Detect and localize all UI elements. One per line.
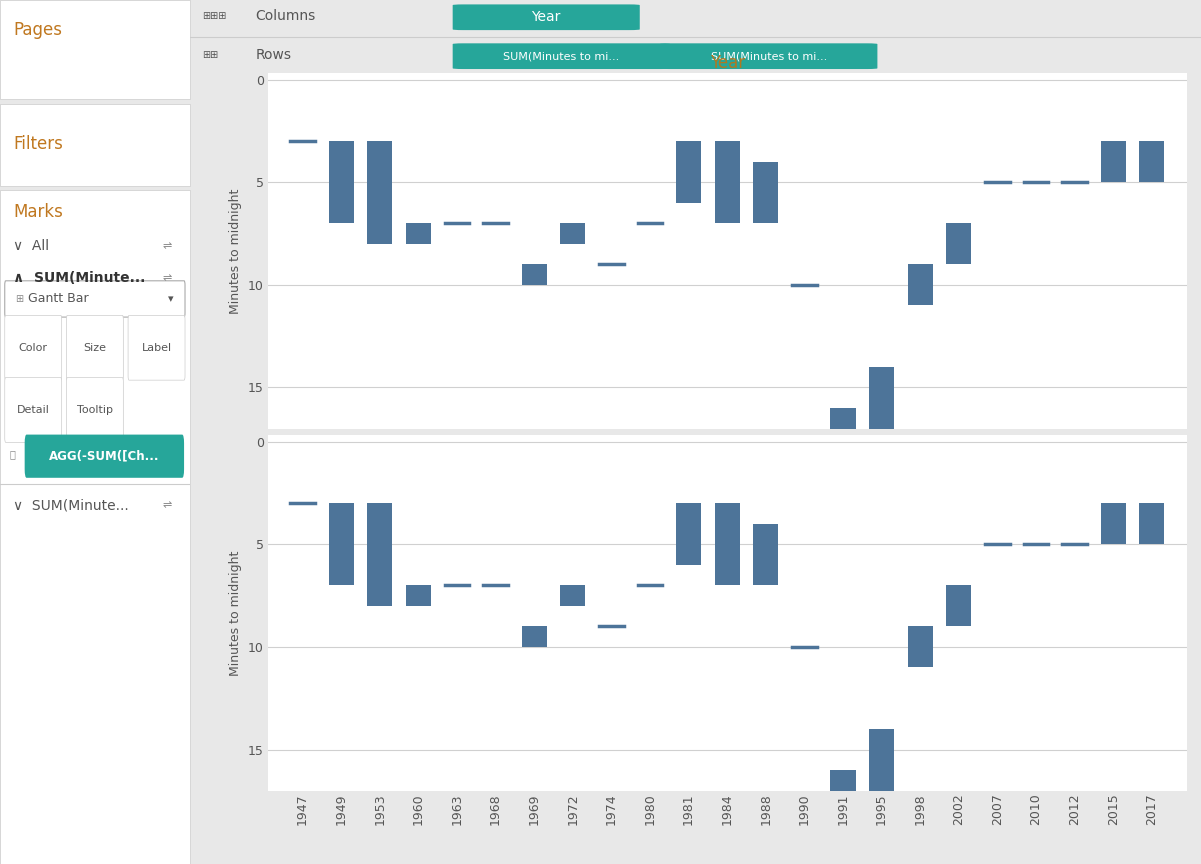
Text: ∨  All: ∨ All <box>13 239 49 253</box>
Bar <box>329 503 354 585</box>
Bar <box>521 626 546 647</box>
Text: ▾: ▾ <box>168 294 174 304</box>
Text: Color: Color <box>19 343 48 353</box>
Bar <box>329 141 354 223</box>
Bar <box>1140 141 1165 182</box>
Bar <box>368 503 393 606</box>
FancyBboxPatch shape <box>129 315 185 380</box>
Text: Rows: Rows <box>256 48 292 62</box>
FancyBboxPatch shape <box>66 378 124 442</box>
Bar <box>870 729 895 791</box>
Text: ∨  SUM(Minute...: ∨ SUM(Minute... <box>13 499 129 512</box>
Y-axis label: Minutes to midnight: Minutes to midnight <box>229 188 243 314</box>
Bar <box>946 585 972 626</box>
FancyBboxPatch shape <box>25 435 184 478</box>
Bar <box>560 223 585 244</box>
Bar <box>368 141 393 244</box>
Bar <box>406 585 431 606</box>
Text: Tooltip: Tooltip <box>77 405 113 415</box>
Bar <box>830 770 855 791</box>
Text: Filters: Filters <box>13 136 64 153</box>
FancyBboxPatch shape <box>453 43 670 69</box>
Bar <box>753 524 778 585</box>
Bar <box>753 162 778 223</box>
Text: SUM(Minutes to mi...: SUM(Minutes to mi... <box>711 51 827 61</box>
FancyBboxPatch shape <box>661 43 878 69</box>
Bar <box>676 141 701 203</box>
Text: SUM(Minutes to mi...: SUM(Minutes to mi... <box>503 51 619 61</box>
Text: Detail: Detail <box>17 405 49 415</box>
Bar <box>406 223 431 244</box>
FancyBboxPatch shape <box>0 0 190 99</box>
Y-axis label: Minutes to midnight: Minutes to midnight <box>229 550 243 676</box>
Bar <box>676 503 701 565</box>
Text: 🔗: 🔗 <box>10 449 16 460</box>
Text: ⇌: ⇌ <box>162 273 172 283</box>
Text: Year: Year <box>531 10 561 24</box>
Text: ⊞⊞: ⊞⊞ <box>202 50 219 60</box>
Bar <box>1100 503 1125 544</box>
Bar <box>560 585 585 606</box>
Text: AGG(-SUM([Ch...: AGG(-SUM([Ch... <box>49 449 160 463</box>
Text: Gantt Bar: Gantt Bar <box>29 292 89 306</box>
FancyBboxPatch shape <box>5 281 185 317</box>
FancyBboxPatch shape <box>0 104 190 186</box>
FancyBboxPatch shape <box>0 190 190 864</box>
Text: Marks: Marks <box>13 203 64 220</box>
Bar <box>946 223 972 264</box>
Bar <box>1100 141 1125 182</box>
Bar <box>908 264 933 305</box>
FancyBboxPatch shape <box>5 378 61 442</box>
Title: Year: Year <box>710 54 745 72</box>
Bar <box>908 626 933 667</box>
Text: Pages: Pages <box>13 22 62 39</box>
Text: Columns: Columns <box>256 10 316 23</box>
Text: ⊞⊞⊞: ⊞⊞⊞ <box>202 11 226 21</box>
FancyBboxPatch shape <box>453 4 640 30</box>
Text: ⇌: ⇌ <box>162 500 172 511</box>
Text: Size: Size <box>83 343 107 353</box>
Bar <box>1140 503 1165 544</box>
Bar <box>521 264 546 285</box>
Text: ⇌: ⇌ <box>162 241 172 251</box>
Text: ⊞: ⊞ <box>16 294 23 304</box>
Bar <box>870 367 895 429</box>
Bar <box>715 503 740 585</box>
Bar <box>715 141 740 223</box>
FancyBboxPatch shape <box>5 315 61 380</box>
Text: ∧  SUM(Minute...: ∧ SUM(Minute... <box>13 271 145 285</box>
FancyBboxPatch shape <box>66 315 124 380</box>
Text: Label: Label <box>142 343 172 353</box>
Bar <box>830 408 855 429</box>
